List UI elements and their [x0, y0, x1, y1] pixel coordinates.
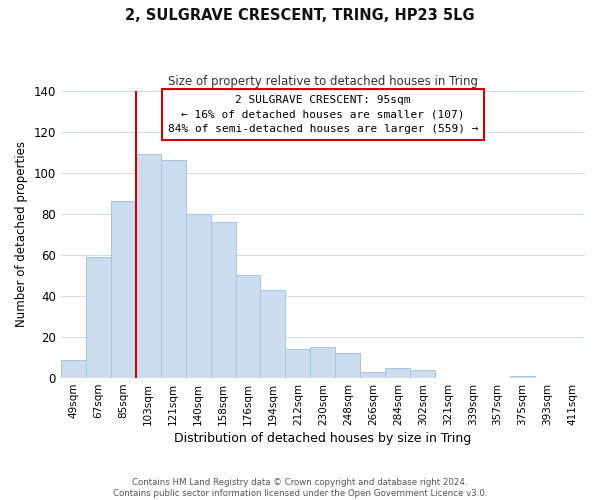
Text: Contains HM Land Registry data © Crown copyright and database right 2024.
Contai: Contains HM Land Registry data © Crown c…: [113, 478, 487, 498]
Bar: [410, 370, 435, 378]
Bar: [185, 214, 211, 378]
Text: 2, SULGRAVE CRESCENT, TRING, HP23 5LG: 2, SULGRAVE CRESCENT, TRING, HP23 5LG: [125, 8, 475, 22]
Bar: [61, 360, 86, 378]
Bar: [510, 376, 535, 378]
Title: Size of property relative to detached houses in Tring: Size of property relative to detached ho…: [168, 75, 478, 88]
Bar: [236, 276, 260, 378]
Bar: [310, 348, 335, 378]
Y-axis label: Number of detached properties: Number of detached properties: [15, 142, 28, 328]
X-axis label: Distribution of detached houses by size in Tring: Distribution of detached houses by size …: [174, 432, 472, 445]
Bar: [335, 354, 361, 378]
Bar: [211, 222, 236, 378]
Bar: [111, 202, 136, 378]
Text: 2 SULGRAVE CRESCENT: 95sqm
← 16% of detached houses are smaller (107)
84% of sem: 2 SULGRAVE CRESCENT: 95sqm ← 16% of deta…: [167, 95, 478, 134]
Bar: [361, 372, 385, 378]
Bar: [260, 290, 286, 378]
Bar: [161, 160, 185, 378]
Bar: [385, 368, 410, 378]
Bar: [286, 350, 310, 378]
Bar: [86, 257, 111, 378]
Bar: [136, 154, 161, 378]
